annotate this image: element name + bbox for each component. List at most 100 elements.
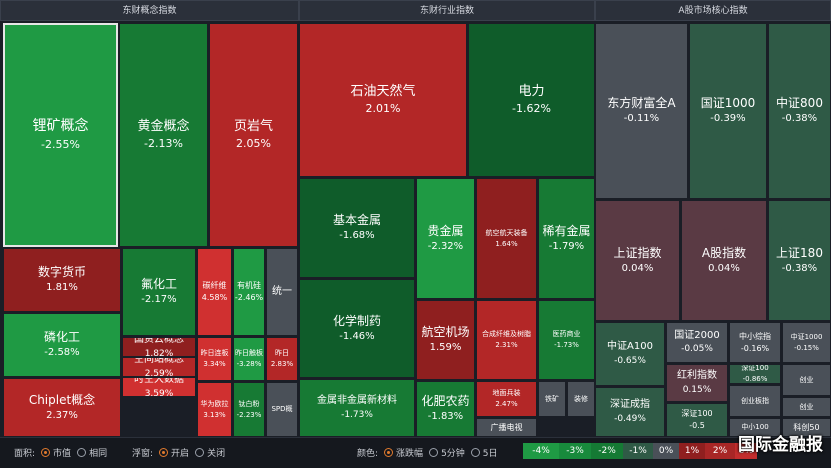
industry-tile[interactable]: 基本金属 -1.68% (299, 178, 415, 278)
tile-change: -0.16% (740, 343, 770, 353)
industry-tile[interactable]: 医药商业 -1.73% (538, 300, 595, 380)
concept-tile[interactable]: SPD概 (266, 382, 298, 437)
core-tile[interactable]: 中小综指 -0.16% (729, 322, 781, 363)
industry-tile[interactable]: 地面兵装 2.47% (476, 381, 537, 417)
float-option-group: 浮窗: 开启 关闭 (132, 446, 225, 459)
concept-tile[interactable]: 空间站概念 2.59% (122, 357, 196, 377)
concept-tile[interactable]: 页岩气 2.05% (209, 23, 298, 247)
radio-icon[interactable] (470, 448, 480, 457)
tile-name: SPD概 (271, 405, 293, 414)
core-tile[interactable]: 中证A100 -0.65% (595, 322, 665, 386)
color-option-group: 颜色: 涨跌幅 5分钟 5日 (357, 446, 498, 459)
industry-tile[interactable]: 稀有金属 -1.79% (538, 178, 595, 299)
core-tile[interactable]: 中证1000 -0.15% (782, 322, 831, 363)
industry-tile[interactable]: 航空航天装备 1.64% (476, 178, 537, 299)
concept-tile[interactable]: 昨日触板 -3.28% (233, 337, 265, 381)
core-tile[interactable]: 深证100 -0.5 (666, 403, 728, 437)
industry-tile[interactable]: 装修 (567, 381, 595, 417)
core-tile[interactable]: 中证800 -0.38% (768, 23, 831, 199)
core-tile[interactable]: 国证2000 -0.05% (666, 322, 728, 363)
core-tile[interactable]: 创业 (782, 397, 831, 417)
industry-tile[interactable]: 金属非金属新材料 -1.73% (299, 379, 415, 437)
watermark-logo: 国际金融报 (738, 435, 823, 455)
tile-change: -2.46% (234, 293, 264, 302)
tile-change: -2.13% (144, 137, 183, 151)
tile-change: -0.11% (623, 113, 660, 125)
industry-tile[interactable]: 广播电视 (476, 418, 537, 437)
core-tile[interactable]: 上证指数 0.04% (595, 200, 680, 321)
concept-tile[interactable]: 国资云概念 1.82% (122, 337, 196, 357)
industry-tile[interactable]: 化学制药 -1.46% (299, 279, 415, 378)
color-option-5day[interactable]: 5日 (482, 449, 498, 459)
area-option-equal[interactable]: 相同 (89, 449, 108, 459)
tile-name: 广播电视 (490, 422, 523, 432)
tile-name: 页岩气 (233, 119, 273, 134)
concept-tile[interactable]: Chiplet概念 2.37% (3, 378, 121, 437)
color-option-5min[interactable]: 5分钟 (441, 449, 465, 459)
tile-change: 1.81% (46, 282, 78, 294)
concept-tile[interactable]: 时空大数据 3.59% (122, 377, 196, 397)
radio-icon[interactable] (429, 448, 439, 457)
color-option-change[interactable]: 涨跌幅 (396, 449, 424, 459)
industry-tile[interactable]: 贵金属 -2.32% (416, 178, 475, 299)
industry-tile[interactable]: 铁矿 (538, 381, 566, 417)
concept-tile[interactable]: 磷化工 -2.58% (3, 313, 121, 377)
industry-tile[interactable]: 电力 -1.62% (468, 23, 595, 177)
concept-tile[interactable]: 钛白粉 -2.23% (233, 382, 265, 437)
radio-icon[interactable] (195, 448, 205, 457)
tile-change: 1.82% (144, 348, 174, 357)
radio-icon[interactable] (77, 448, 87, 457)
area-option-marketcap[interactable]: 市值 (53, 449, 72, 459)
core-tile[interactable]: 东方财富全A -0.11% (595, 23, 688, 199)
radio-icon[interactable] (384, 448, 394, 457)
tile-change: -0.38% (781, 113, 818, 125)
tile-name: 中小100 (741, 423, 769, 432)
area-option-group: 面积: 市值 相同 (14, 446, 107, 459)
tile-name: A股指数 (701, 245, 747, 260)
concept-tile[interactable]: 有机硅 -2.46% (233, 248, 265, 336)
float-option-on[interactable]: 开启 (171, 449, 190, 459)
concept-tile[interactable]: 昨日连板 3.34% (197, 337, 232, 381)
radio-icon[interactable] (41, 448, 51, 457)
industry-tile[interactable]: 合成纤维及树脂 2.31% (476, 300, 537, 380)
radio-icon[interactable] (159, 448, 169, 457)
concept-tile[interactable]: 锂矿概念 -2.55% (3, 23, 118, 247)
tile-change: -0.38% (781, 262, 818, 274)
industry-tile[interactable]: 化肥农药 -1.83% (416, 381, 475, 437)
tile-name: 深证成指 (610, 399, 650, 411)
industry-treemap: 石油天然气 2.01% 电力 -1.62% 基本金属 -1.68% 贵金属 -2.32% 航空航… (299, 21, 595, 437)
tile-name: 航空航天装备 (485, 228, 528, 237)
core-tile[interactable]: 红利指数 0.15% (666, 364, 728, 402)
core-tile[interactable]: 中小100 (729, 418, 781, 437)
core-tile[interactable]: 国证1000 -0.39% (689, 23, 767, 199)
core-index-header: A股市场核心指数 (595, 0, 831, 21)
tile-name: 钛白粉 (238, 399, 260, 408)
tile-name: 东方财富全A (607, 96, 676, 111)
concept-tile[interactable]: 氟化工 -2.17% (122, 248, 196, 336)
industry-tile[interactable]: 石油天然气 2.01% (299, 23, 467, 177)
float-option-off[interactable]: 关闭 (207, 449, 226, 459)
concept-tile[interactable]: 华为欧拉 3.13% (197, 382, 232, 437)
tile-name: 锂矿概念 (32, 118, 89, 135)
core-tile[interactable]: 深证100 -0.86% (729, 364, 781, 384)
tile-change: 2.31% (495, 341, 518, 349)
concept-tile[interactable]: 碳纤维 4.58% (197, 248, 232, 336)
tile-name: 石油天然气 (350, 84, 416, 99)
tile-change: -0.5 (689, 421, 705, 430)
core-treemap: 东方财富全A -0.11% 国证1000 -0.39% 中证800 -0.38% 上证指数 0… (595, 21, 831, 437)
core-tile[interactable]: 上证180 -0.38% (768, 200, 831, 321)
concept-tile[interactable]: 黄金概念 -2.13% (119, 23, 208, 247)
tile-name: 中小综指 (739, 331, 771, 341)
tile-change: -0.86% (742, 375, 768, 383)
concept-tile[interactable]: 统一 (266, 248, 298, 336)
core-tile[interactable]: A股指数 0.04% (681, 200, 767, 321)
core-tile[interactable]: 创业 (782, 364, 831, 396)
concept-tile[interactable]: 昨日 2.83% (266, 337, 298, 381)
industry-tile[interactable]: 航空机场 1.59% (416, 300, 475, 380)
core-tile[interactable]: 深证成指 -0.49% (595, 387, 665, 437)
tile-change: -1.83% (427, 411, 464, 423)
concept-tile[interactable]: 数字货币 1.81% (3, 248, 121, 312)
tile-name: 时空大数据 (134, 377, 184, 386)
tile-change: -0.15% (794, 343, 819, 352)
core-tile[interactable]: 创业板指 (729, 385, 781, 417)
